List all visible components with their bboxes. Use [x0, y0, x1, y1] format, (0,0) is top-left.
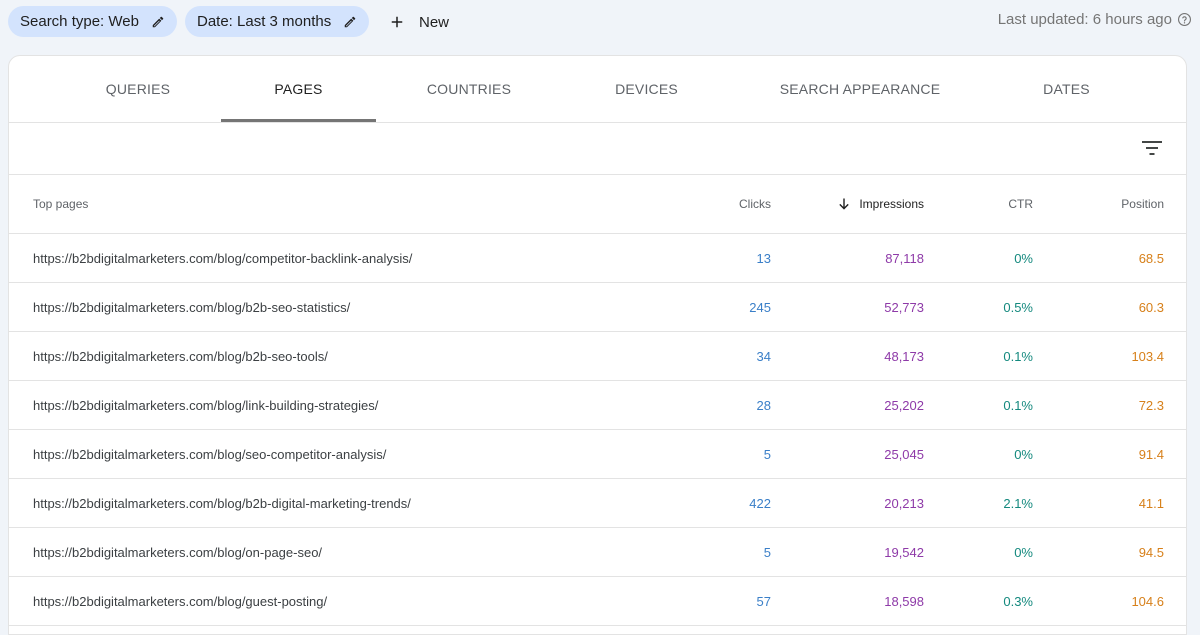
position-value: 68.5	[1138, 250, 1164, 266]
search-type-chip[interactable]: Search type: Web	[8, 6, 177, 37]
clicks-value: 422	[749, 495, 771, 511]
ctr-value: 0.5%	[1003, 299, 1033, 315]
impressions-value: 25,045	[884, 446, 924, 462]
position-value: 94.5	[1138, 544, 1164, 560]
position-value: 103.4	[1131, 348, 1164, 364]
impressions-value: 48,173	[884, 348, 924, 364]
table-row[interactable]: https://b2bdigitalmarketers.com/blog/seo…	[9, 430, 1186, 479]
clicks-value: 5	[763, 544, 771, 560]
clicks-value: 34	[756, 348, 771, 364]
table-toolbar	[9, 122, 1186, 175]
table-row[interactable]: https://b2bdigitalmarketers.com/blog/b2b…	[9, 283, 1186, 332]
impressions-value: 52,773	[884, 299, 924, 315]
search-type-label: Search type: Web	[20, 13, 139, 30]
ctr-value: 0.1%	[1003, 348, 1033, 364]
impressions-value: 87,118	[885, 250, 924, 266]
tab-queries[interactable]: QUERIES	[105, 81, 171, 97]
plus-icon	[388, 13, 406, 31]
dimension-tabs: QUERIES PAGES COUNTRIES DEVICES SEARCH A…	[9, 56, 1186, 123]
last-updated-text: Last updated: 6 hours ago	[997, 11, 1172, 28]
table-row[interactable]: https://b2bdigitalmarketers.com/blog/com…	[9, 234, 1186, 283]
header-ctr[interactable]: CTR	[1008, 197, 1033, 211]
page-url[interactable]: https://b2bdigitalmarketers.com/blog/on-…	[33, 544, 323, 560]
new-filter-label: New	[419, 13, 450, 31]
table-row[interactable]: https://b2bdigitalmarketers.com/blog/b2b…	[9, 479, 1186, 528]
date-chip[interactable]: Date: Last 3 months	[185, 6, 369, 37]
help-circle-icon[interactable]	[1177, 12, 1192, 27]
page-url[interactable]: https://b2bdigitalmarketers.com/blog/seo…	[33, 446, 387, 462]
tab-search-appearance[interactable]: SEARCH APPEARANCE	[779, 81, 941, 97]
header-clicks[interactable]: Clicks	[739, 197, 771, 211]
tab-countries[interactable]: COUNTRIES	[426, 81, 512, 97]
position-value: 60.3	[1138, 299, 1164, 315]
position-value: 91.4	[1138, 446, 1164, 462]
clicks-value: 28	[756, 397, 771, 413]
impressions-value: 25,202	[884, 397, 924, 413]
tab-pages[interactable]: PAGES	[221, 56, 376, 122]
page-url[interactable]: https://b2bdigitalmarketers.com/blog/lin…	[33, 397, 379, 413]
ctr-value: 0%	[1014, 544, 1033, 560]
date-label: Date: Last 3 months	[197, 13, 332, 30]
ctr-value: 0%	[1014, 250, 1033, 266]
pencil-icon[interactable]	[151, 15, 165, 29]
page-url[interactable]: https://b2bdigitalmarketers.com/blog/b2b…	[33, 495, 411, 511]
filter-bar: Search type: Web Date: Last 3 months New…	[0, 0, 1200, 44]
page-url[interactable]: https://b2bdigitalmarketers.com/blog/com…	[33, 250, 413, 266]
position-value: 41.1	[1138, 495, 1164, 511]
table-row[interactable]: https://b2bdigitalmarketers.com/blog/lin…	[9, 381, 1186, 430]
position-value: 72.3	[1138, 397, 1164, 413]
header-impressions-label: Impressions	[859, 197, 924, 211]
arrow-down-icon	[838, 198, 850, 210]
position-value: 104.6	[1131, 593, 1164, 609]
clicks-value: 5	[763, 446, 771, 462]
clicks-value: 13	[756, 250, 771, 266]
filter-list-icon[interactable]	[1140, 136, 1164, 160]
ctr-value: 0.1%	[1003, 397, 1033, 413]
last-updated: Last updated: 6 hours ago	[998, 11, 1192, 28]
page-url[interactable]: https://b2bdigitalmarketers.com/blog/b2b…	[33, 348, 328, 364]
pencil-icon[interactable]	[343, 15, 357, 29]
header-position[interactable]: Position	[1121, 197, 1164, 211]
table-row[interactable]: https://b2bdigitalmarketers.com/blog/gue…	[9, 577, 1186, 626]
tab-devices[interactable]: DEVICES	[615, 81, 678, 97]
new-filter-button[interactable]: New	[388, 8, 449, 36]
impressions-value: 18,598	[884, 593, 924, 609]
clicks-value: 57	[756, 593, 771, 609]
table-row[interactable]: https://b2bdigitalmarketers.com/blog/on-…	[9, 528, 1186, 577]
table-header: Top pages Clicks Impressions CTR Positio…	[9, 175, 1186, 234]
ctr-value: 0%	[1014, 446, 1033, 462]
page-url[interactable]: https://b2bdigitalmarketers.com/blog/gue…	[33, 593, 328, 609]
header-impressions[interactable]: Impressions	[794, 175, 924, 233]
header-top-pages: Top pages	[33, 197, 89, 211]
clicks-value: 245	[749, 299, 771, 315]
impressions-value: 19,542	[884, 544, 924, 560]
page-url[interactable]: https://b2bdigitalmarketers.com/blog/b2b…	[33, 299, 351, 315]
tab-dates[interactable]: DATES	[1043, 81, 1090, 97]
pages-table: Top pages Clicks Impressions CTR Positio…	[9, 175, 1186, 626]
ctr-value: 0.3%	[1003, 593, 1033, 609]
impressions-value: 20,213	[884, 495, 924, 511]
ctr-value: 2.1%	[1003, 495, 1033, 511]
table-row[interactable]: https://b2bdigitalmarketers.com/blog/b2b…	[9, 332, 1186, 381]
performance-card: QUERIES PAGES COUNTRIES DEVICES SEARCH A…	[8, 55, 1187, 635]
